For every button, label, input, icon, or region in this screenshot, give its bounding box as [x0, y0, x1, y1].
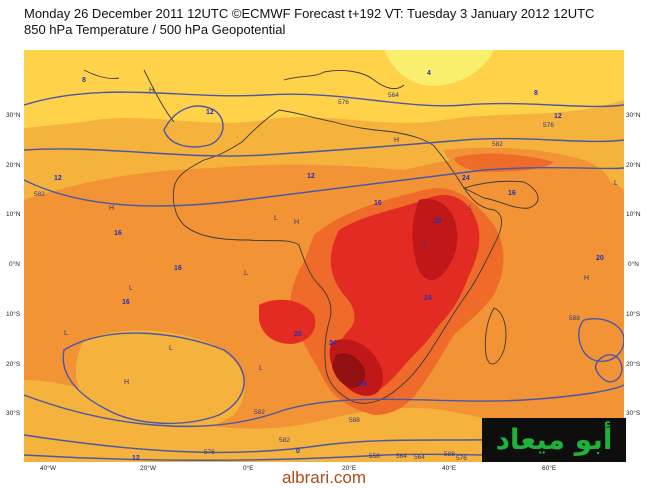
isotherm-label: 20 — [596, 255, 604, 262]
title-line-1: Monday 26 December 2011 12UTC ©ECMWF For… — [24, 6, 595, 21]
height-label: 558 — [369, 453, 380, 460]
lat-label-left: 30°S — [6, 410, 21, 417]
lon-label-bottom: 40°E — [442, 465, 457, 472]
lat-label-right: 30°S — [626, 410, 641, 417]
lat-label-left: 30°N — [6, 112, 21, 119]
low-pressure-symbol: L — [469, 205, 473, 212]
title-line-2: 850 hPa Temperature / 500 hPa Geopotenti… — [24, 22, 286, 37]
isotherm-label: 28 — [434, 218, 442, 225]
isotherm-label: 16 — [174, 265, 182, 272]
lat-label-left: 20°N — [6, 162, 21, 169]
isotherm-label: 24 — [359, 381, 367, 388]
height-label: 582 — [254, 409, 265, 416]
isotherm-label: 12 — [307, 173, 315, 180]
lat-label-left: 0°N — [9, 261, 20, 268]
lat-label-right: 20°S — [626, 361, 641, 368]
lon-label-bottom: 20°W — [140, 465, 156, 472]
height-label: 588 — [349, 417, 360, 424]
band-24-west — [259, 299, 316, 344]
temperature-map: 4 8 8 12 12 12 12 12 16 16 16 16 16 20 2… — [23, 50, 625, 462]
lon-label-bottom: 20°E — [342, 465, 357, 472]
high-pressure-symbol: H — [149, 87, 154, 94]
band-32 — [332, 353, 366, 388]
map-panel: 4 8 8 12 12 12 12 12 16 16 16 16 16 20 2… — [23, 50, 625, 462]
lat-label-right: 10°N — [626, 211, 641, 218]
low-pressure-symbol: L — [614, 180, 618, 187]
height-label: 588 — [444, 451, 455, 458]
height-label: 582 — [279, 437, 290, 444]
height-label: 564 — [414, 454, 425, 461]
lat-label-left: 10°N — [6, 211, 21, 218]
isotherm-label: 12 — [206, 109, 214, 116]
geopotential-contours — [23, 91, 625, 461]
isotherm-label: 12 — [554, 113, 562, 120]
isotherm-label: 24 — [462, 175, 470, 182]
low-pressure-symbol: L — [244, 270, 248, 277]
pressure-symbols: H H H H H H L L L L L L L L L — [64, 87, 618, 386]
isotherm-label: 12 — [54, 175, 62, 182]
lon-label-bottom: 0°E — [243, 465, 254, 472]
isotherm-label: 16 — [114, 230, 122, 237]
high-pressure-symbol: H — [124, 379, 129, 386]
low-pressure-symbol: L — [274, 215, 278, 222]
height-label: 576 — [543, 122, 554, 129]
band-4 — [384, 50, 494, 86]
isotherm-label: 8 — [534, 90, 538, 97]
height-label: 576 — [456, 455, 467, 462]
lon-label-bottom: 40°W — [40, 465, 56, 472]
map-title: Monday 26 December 2011 12UTC ©ECMWF For… — [24, 6, 594, 38]
low-pressure-symbol: L — [169, 345, 173, 352]
band-12-south — [75, 330, 245, 433]
high-pressure-symbol: H — [109, 205, 114, 212]
low-pressure-symbol: L — [259, 365, 263, 372]
high-pressure-symbol: H — [584, 275, 589, 282]
low-pressure-symbol: L — [424, 240, 428, 247]
isotherm-label: 4 — [427, 70, 431, 77]
isotherm-label: 12 — [132, 455, 140, 462]
band-28-east — [412, 198, 458, 281]
isotherm-label: 24 — [424, 295, 432, 302]
isotherm-label: 24 — [329, 340, 337, 347]
low-pressure-symbol: L — [129, 285, 133, 292]
height-label: 576 — [338, 99, 349, 106]
height-label: 582 — [34, 191, 45, 198]
website-watermark: albrari.com — [281, 468, 367, 487]
lat-label-right: 30°N — [626, 112, 641, 119]
lon-label-bottom: 60°E — [542, 465, 557, 472]
lat-label-right: 10°S — [626, 311, 641, 318]
high-pressure-symbol: H — [394, 137, 399, 144]
height-label: 576 — [204, 449, 215, 456]
height-label-group: 576 564 576 582 582 582 558 564 588 588 … — [34, 92, 580, 462]
isotherm-label: 20 — [294, 331, 302, 338]
lat-label-left: 10°S — [6, 311, 21, 318]
height-label: 564 — [388, 92, 399, 99]
isotherm-label: 16 — [122, 299, 130, 306]
high-pressure-symbol: H — [294, 219, 299, 226]
lat-label-left: 20°S — [6, 361, 21, 368]
height-label: 588 — [569, 315, 580, 322]
isotherm-label: 0 — [296, 448, 300, 455]
height-label: 564 — [396, 453, 407, 460]
low-pressure-symbol: L — [64, 330, 68, 337]
height-label: 582 — [492, 141, 503, 148]
isotherm-label-group: 4 8 8 12 12 12 12 12 16 16 16 16 16 20 2… — [54, 70, 604, 462]
author-logo: أبو ميعاد — [482, 418, 626, 462]
isotherm-label: 8 — [82, 77, 86, 84]
isotherm-label: 16 — [508, 190, 516, 197]
lat-label-right: 0°N — [628, 261, 639, 268]
lat-label-right: 20°N — [626, 162, 641, 169]
isotherm-label: 16 — [374, 200, 382, 207]
